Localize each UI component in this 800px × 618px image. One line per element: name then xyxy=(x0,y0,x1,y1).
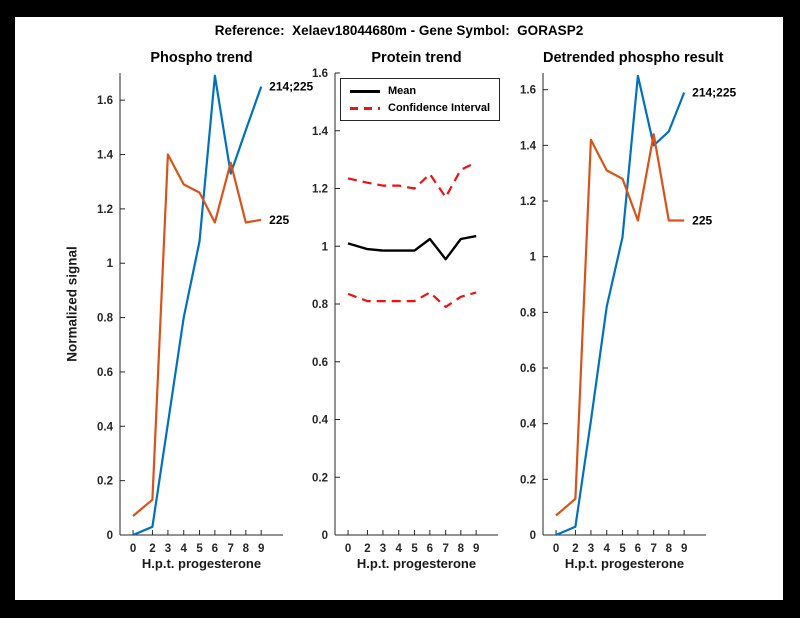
y-tick-label: 1.2 xyxy=(520,196,536,208)
y-tick-label: 1.6 xyxy=(312,68,328,80)
panel-title-detrended: Detrended phospho result xyxy=(543,50,724,66)
mean-line-sample xyxy=(350,89,380,93)
y-tick-label: 1.2 xyxy=(97,204,113,216)
x-tick-label: 8 xyxy=(458,543,465,555)
x-tick-label: 9 xyxy=(681,543,687,555)
y-tick-label: 0 xyxy=(107,530,113,542)
x-tick-label: 6 xyxy=(212,543,218,555)
legend-label-mean: Mean xyxy=(388,85,417,97)
series-end-label: 214;225 xyxy=(269,80,313,94)
x-tick-label: 9 xyxy=(473,543,479,555)
y-tick-label: 0.2 xyxy=(312,472,328,484)
x-tick-label: 8 xyxy=(666,543,673,555)
x-tick-label: 6 xyxy=(635,543,641,555)
x-tick-label: 5 xyxy=(196,543,203,555)
y-tick-label: 0.4 xyxy=(520,419,537,431)
y-tick-label: 0.2 xyxy=(520,474,536,486)
confidence-interval-line-sample xyxy=(350,106,380,110)
figure-canvas: Reference: Xelaev18044680m - Gene Symbol… xyxy=(15,17,783,600)
x-tick-label: 0 xyxy=(130,543,136,555)
series-end-label: 225 xyxy=(692,214,712,228)
y-tick-label: 1.6 xyxy=(97,95,113,107)
x-tick-label: 5 xyxy=(411,543,418,555)
x-tick-label: 2 xyxy=(364,543,370,555)
y-tick-label: 0.4 xyxy=(97,421,114,433)
series-end-label: 225 xyxy=(269,213,289,227)
series-line xyxy=(555,74,686,537)
x-tick-label: 4 xyxy=(396,543,403,555)
x-tick-label: 2 xyxy=(572,543,578,555)
x-tick-label: 4 xyxy=(604,543,611,555)
x-tick-label: 2 xyxy=(149,543,155,555)
x-tick-label: 7 xyxy=(227,543,233,555)
panel-title-protein: Protein trend xyxy=(371,50,462,66)
phospho-trend-plot-area: 0 0.2 0.4 0.6 0.8 1 1.2 1.4 1.6 0 2 3 4 5 6 7 8 9 214;225 2… xyxy=(97,73,314,555)
legend-label-confidence-interval: Confidence Interval xyxy=(388,102,491,114)
y-tick-label: 0 xyxy=(322,530,328,542)
panel-title-phospho: Phospho trend xyxy=(150,50,253,66)
x-tick-label: 3 xyxy=(165,543,171,555)
series-end-label: 214;225 xyxy=(692,85,736,99)
legend: Mean Confidence Interval xyxy=(340,78,501,121)
series-line xyxy=(132,74,263,537)
y-tick-label: 0.6 xyxy=(312,357,328,369)
y-tick-label: 0.8 xyxy=(97,313,114,325)
series-line xyxy=(555,133,685,517)
x-tick-label: 5 xyxy=(619,543,626,555)
y-tick-label: 0.8 xyxy=(312,299,329,311)
x-tick-label: 9 xyxy=(258,543,264,555)
y-tick-label: 0 xyxy=(530,530,536,542)
x-tick-label: 7 xyxy=(650,543,656,555)
y-tick-label: 1.4 xyxy=(97,150,114,162)
series-line xyxy=(347,161,477,199)
x-tick-label: 4 xyxy=(181,543,188,555)
y-tick-label: 0.2 xyxy=(97,476,113,488)
y-tick-label: 1.4 xyxy=(312,126,329,138)
y-tick-label: 1 xyxy=(107,258,114,270)
y-tick-label: 1.2 xyxy=(312,184,328,196)
x-tick-label: 6 xyxy=(427,543,433,555)
legend-entry-confidence-interval: Confidence Interval xyxy=(350,102,490,114)
y-tick-label: 0.6 xyxy=(97,367,113,379)
x-tick-label: 8 xyxy=(243,543,250,555)
y-tick-label: 0.4 xyxy=(312,415,329,427)
detrended-phospho-plot-area: 0 0.2 0.4 0.6 0.8 1 1.2 1.4 1.6 0 2 3 4 5 6 7 8 9 214;225 2… xyxy=(520,73,737,555)
x-tick-label: 0 xyxy=(553,543,559,555)
x-tick-label: 0 xyxy=(345,543,351,555)
protein-trend-plot-area: 0 0.2 0.4 0.6 0.8 1 1.2 1.4 1.6 0 2 3 4 5 6 7 8 9 xyxy=(312,68,498,555)
x-axis-label-detrended: H.p.t. progesterone xyxy=(564,556,685,571)
panel-detrended-phospho: Detrended phospho result 0 0.2 0.4 0.6 0.8 1 1… xyxy=(498,50,758,590)
x-axis-label-protein: H.p.t. progesterone xyxy=(356,556,477,571)
y-tick-label: 0.6 xyxy=(520,363,536,375)
y-tick-label: 1.6 xyxy=(520,85,536,97)
y-tick-label: 1.4 xyxy=(520,140,537,152)
x-tick-label: 3 xyxy=(588,543,594,555)
figure-title: Reference: Xelaev18044680m - Gene Symbol… xyxy=(214,23,584,38)
y-tick-label: 1 xyxy=(322,241,329,253)
x-tick-label: 3 xyxy=(380,543,386,555)
y-tick-label: 0.8 xyxy=(520,307,537,319)
panel-phospho-trend: Phospho trend 0 0.2 0.4 0.6 0.8 1 1.2 1.4 1.6 0 2 3… xyxy=(75,50,335,590)
x-tick-label: 7 xyxy=(442,543,448,555)
x-axis-label-phospho: H.p.t. progesterone xyxy=(141,556,262,571)
panel-protein-trend: Protein trend 0 0.2 0.4 0.6 0.8 1 1.2 1.4 1.6 0 2 3… xyxy=(290,50,550,590)
series-line xyxy=(132,153,262,517)
series-line xyxy=(347,291,477,308)
series-line xyxy=(347,234,477,261)
y-tick-label: 1 xyxy=(530,252,537,264)
legend-entry-mean: Mean xyxy=(350,85,490,97)
